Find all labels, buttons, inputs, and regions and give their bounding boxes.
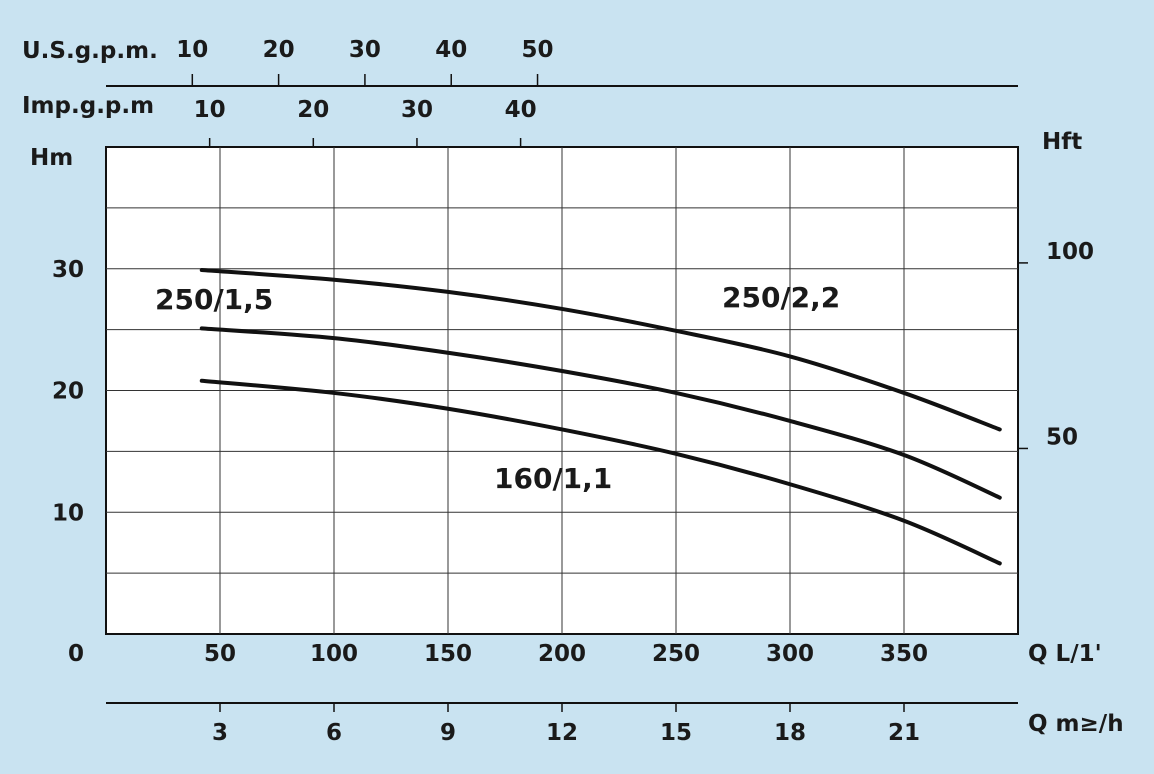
- m3h-tick-label: 3: [212, 720, 228, 746]
- curve-label-250-1-5: 250/1,5: [155, 283, 273, 316]
- hft-axis-label: Hft: [1042, 129, 1082, 155]
- usgpm-tick-label: 10: [176, 37, 208, 63]
- usgpm-tick-label: 20: [263, 37, 295, 63]
- x-tick-label-lmin: 250: [652, 641, 700, 667]
- x-tick-label-lmin: 50: [204, 641, 236, 667]
- impgpm-tick-label: 40: [505, 97, 537, 123]
- y-tick-label-hm: 20: [52, 379, 84, 405]
- m3h-tick-label: 18: [774, 720, 806, 746]
- impgpm-tick-label: 20: [297, 97, 329, 123]
- m3h-tick-label: 15: [660, 720, 692, 746]
- impgpm-tick-label: 30: [401, 97, 433, 123]
- x-tick-label-lmin: 100: [310, 641, 358, 667]
- impgpm-axis-label: Imp.g.p.m: [22, 93, 154, 119]
- impgpm-tick-label: 10: [194, 97, 226, 123]
- origin-zero-label: 0: [68, 641, 84, 667]
- m3h-tick-label: 9: [440, 720, 456, 746]
- usgpm-axis-label: U.S.g.p.m.: [22, 38, 158, 64]
- x-tick-label-lmin: 300: [766, 641, 814, 667]
- curves: [199, 267, 1002, 566]
- x-tick-label-lmin: 150: [424, 641, 472, 667]
- pump-curve-250-2-2: [199, 267, 1002, 432]
- x-tick-label-lmin: 200: [538, 641, 586, 667]
- pump-curve-160-1-1: [199, 378, 1002, 566]
- y-tick-label-hm: 30: [52, 257, 84, 283]
- usgpm-tick-label: 50: [522, 37, 554, 63]
- hm-axis-label: Hm: [30, 145, 73, 171]
- y-tick-label-hm: 10: [52, 500, 84, 526]
- y-tick-label-hft: 50: [1046, 424, 1078, 450]
- grid: [106, 147, 1018, 634]
- m3h-tick-label: 6: [326, 720, 342, 746]
- curve-label-160-1-1: 160/1,1: [494, 462, 612, 495]
- q-lmin-axis-label: Q L/1': [1028, 641, 1102, 667]
- m3h-tick-label: 21: [888, 720, 920, 746]
- curve-label-250-2-2: 250/2,2: [722, 281, 840, 314]
- x-tick-label-lmin: 350: [880, 641, 928, 667]
- usgpm-tick-label: 40: [435, 37, 467, 63]
- m3h-tick-label: 12: [546, 720, 578, 746]
- pump-curve-250-1-5: [199, 326, 1002, 500]
- y-tick-label-hft: 100: [1046, 239, 1094, 265]
- usgpm-tick-label: 30: [349, 37, 381, 63]
- q-m3h-axis-label: Q m≥/h: [1028, 711, 1124, 737]
